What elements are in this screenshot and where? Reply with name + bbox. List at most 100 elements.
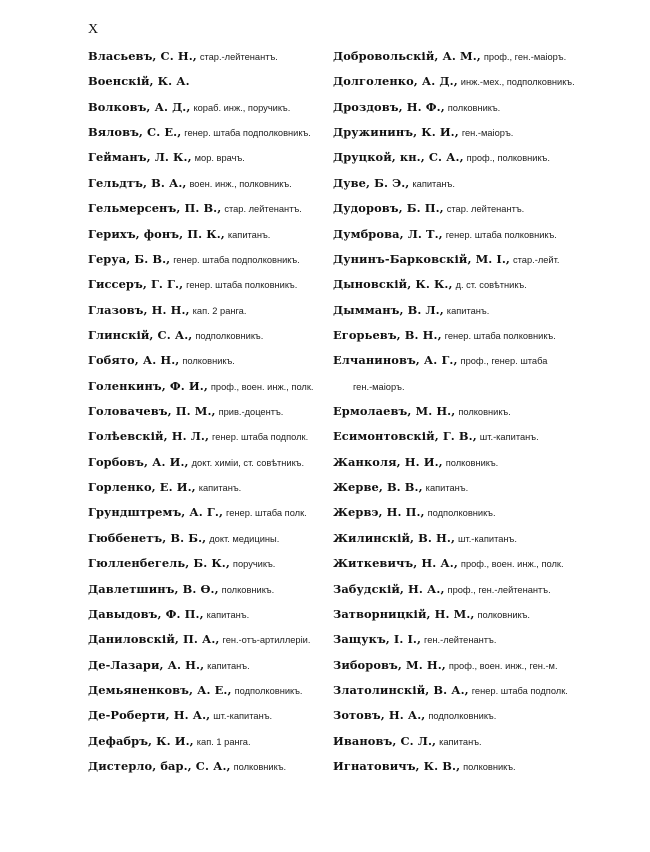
entry-rank: капитанъ. — [439, 736, 482, 747]
page-number: X — [88, 22, 99, 37]
list-entry: Власьевъ, С. Н., стар.-лейтенантъ. — [88, 47, 278, 65]
entry-rank: полковникъ. — [221, 584, 275, 595]
entry-rank: проф., воен. инж., полк. — [460, 559, 564, 570]
entry-name: Гюббенетъ, В. Б., — [88, 530, 207, 545]
entry-rank: воен. инж., полковникъ. — [189, 178, 292, 189]
entry-rank: шт.-капитанъ. — [479, 432, 539, 443]
entry-name: Жилинскій, В. Н., — [333, 530, 456, 545]
list-entry: Грундштремъ, А. Г., генер. штаба полк. — [88, 503, 307, 521]
list-entry: Дружининъ, К. И., ген.-маіоръ. — [333, 123, 513, 141]
list-entry: Жервэ, Н. П., подполковникъ. — [333, 503, 496, 521]
list-entry: Жанколя, Н. И., полковникъ. — [333, 453, 498, 471]
entry-rank: генер. штаба полковникъ. — [444, 330, 556, 341]
entry-name: Волковъ, А. Д., — [88, 99, 191, 114]
list-entry: Даниловскій, П. А., ген.-отъ-артиллеріи. — [88, 630, 310, 648]
list-entry: Добровольскій, А. М., проф., ген.-маіоръ. — [333, 47, 566, 65]
list-entry: Дуве, Б. Э., капитанъ. — [333, 174, 455, 192]
entry-name: Гобято, А. Н., — [88, 353, 180, 368]
list-entry: Защукъ, І. І., ген.-лейтенантъ. — [333, 630, 496, 648]
entry-rank: капитанъ. — [227, 229, 271, 240]
entry-name: Глазовъ, Н. Н., — [88, 302, 190, 317]
entry-name: Голенкинъ, Ф. И., — [88, 378, 208, 393]
entry-rank: мор. врачъ. — [194, 153, 245, 164]
entry-name: Дроздовъ, Н. Ф., — [333, 99, 445, 114]
entry-rank: полковникъ. — [458, 407, 511, 418]
list-entry: Гиссеръ, Г. Г., генер. штаба полковникъ. — [88, 275, 297, 293]
entry-rank: генер. штаба полковникъ. — [186, 280, 298, 291]
entry-rank: д. ст. совѣтникъ. — [455, 280, 527, 291]
list-entry: Ермолаевъ, М. Н., полковникъ. — [333, 402, 511, 420]
entry-name: Горбовъ, А. И., — [88, 454, 189, 469]
list-entry: Де-Роберти, Н. А., шт.-капитанъ. — [88, 706, 272, 724]
entry-rank: подполковникъ. — [428, 711, 497, 722]
entry-name: Игнатовичъ, К. В., — [333, 759, 461, 774]
entry-name: Защукъ, І. І., — [333, 632, 422, 647]
entry-name: Егорьевъ, В. Н., — [333, 327, 442, 342]
entry-rank: генер. штаба подполковникъ. — [184, 128, 311, 139]
list-entry: Дымманъ, В. Л., капитанъ. — [333, 301, 489, 319]
entry-rank: капитанъ. — [446, 305, 490, 316]
entry-name: Дефабръ, К. И., — [88, 733, 194, 748]
entry-name: Добровольскій, А. М., — [333, 49, 481, 63]
entry-name: Гюлленбегель, Б. К., — [88, 556, 230, 571]
entry-name: Забудскій, Н. А., — [333, 581, 445, 596]
entry-name: Глинскій, С. А., — [88, 327, 193, 342]
list-entry: Забудскій, Н. А., проф., ген.-лейтенантъ. — [333, 580, 551, 598]
list-entry: Глинскій, С. А., подполковникъ. — [88, 326, 263, 344]
entry-name: Де-Роберти, Н. А., — [88, 708, 211, 723]
entry-rank: инж.-мех., подполковникъ. — [460, 77, 575, 88]
list-entry: Горленко, Е. И., капитанъ. — [88, 478, 241, 496]
list-entry: Есимонтовскій, Г. В., шт.-капитанъ. — [333, 427, 539, 445]
entry-rank: подполковникъ. — [427, 508, 496, 519]
list-entry: Игнатовичъ, К. В., полковникъ. — [333, 757, 516, 775]
entry-name: Жанколя, Н. И., — [333, 454, 443, 469]
list-entry: Давлетшинъ, В. Ѳ., полковникъ. — [88, 580, 274, 598]
entry-rank: кораб. инж., поручикъ. — [193, 102, 291, 113]
entry-name: Головачевъ, П. М., — [88, 404, 216, 419]
list-entry: Давыдовъ, Ф. П., капитанъ. — [88, 605, 249, 623]
entry-rank: полковникъ. — [463, 762, 516, 773]
entry-name: Дыновскій, К. К., — [333, 277, 453, 292]
list-entry: Думброва, Л. Т., генер. штаба полковникъ. — [333, 225, 557, 243]
list-entry: Гейманъ, Л. К., мор. врачъ. — [88, 148, 245, 166]
entry-rank: проф., полковникъ. — [466, 153, 550, 164]
entry-rank: докт. медицины. — [209, 533, 280, 544]
entry-rank: ген.-маіоръ. — [461, 128, 514, 139]
entry-name: Жервэ, Н. П., — [333, 505, 425, 520]
entry-rank: проф., воен. инж., полк. — [210, 381, 314, 392]
entry-name: Ермолаевъ, М. Н., — [333, 404, 456, 419]
entry-name: Ивановъ, С. Л., — [333, 733, 437, 748]
entry-name: Герихъ, фонъ, П. К., — [88, 226, 225, 241]
list-entry: Гюббенетъ, В. Б., докт. медицины. — [88, 529, 279, 547]
entry-name: Дистерло, бар., С. А., — [88, 759, 231, 774]
entry-rank: ген.-лейтенантъ. — [424, 635, 497, 646]
entry-name: Вяловъ, С. Е., — [88, 125, 182, 140]
entry-name: Гельмерсенъ, П. В., — [88, 201, 222, 216]
entry-name: Зотовъ, Н. А., — [333, 708, 426, 723]
entry-rank: стар.-лейт. — [513, 254, 560, 265]
entry-rank: капитанъ. — [412, 178, 455, 189]
entry-name: Гельдтъ, В. А., — [88, 175, 187, 190]
list-entry: Дунинъ-Барковскій, М. І., стар.-лейт. — [333, 250, 559, 268]
list-entry: ген.-маіоръ. — [353, 377, 405, 395]
list-entry: Волковъ, А. Д., кораб. инж., поручикъ. — [88, 98, 290, 116]
entry-rank: капитанъ. — [425, 483, 469, 494]
list-entry: Дудоровъ, Б. П., стар. лейтенантъ. — [333, 199, 524, 217]
entry-name: Златолинскій, В. А., — [333, 683, 469, 697]
list-entry: Златолинскій, В. А., генер. штаба подполк… — [333, 681, 568, 699]
entry-name: Есимонтовскій, Г. В., — [333, 429, 477, 444]
list-entry: Зотовъ, Н. А., подполковникъ. — [333, 706, 496, 724]
entry-name: Грундштремъ, А. Г., — [88, 505, 224, 520]
list-entry: Де-Лазари, А. Н., капитанъ. — [88, 656, 250, 674]
entry-rank: ген.-маіоръ. — [353, 381, 405, 392]
entry-rank: полковникъ. — [182, 356, 235, 367]
entry-rank: подполковникъ. — [195, 330, 264, 341]
list-entry: Жилинскій, В. Н., шт.-капитанъ. — [333, 529, 517, 547]
list-entry: Гельмерсенъ, П. В., стар. лейтенантъ. — [88, 199, 302, 217]
entry-rank: кап. 2 ранга. — [192, 305, 247, 316]
list-entry: Зиборовъ, М. Н., проф., воен. инж., ген.-… — [333, 656, 558, 674]
entry-name: Гиссеръ, Г. Г., — [88, 277, 184, 292]
list-entry: Гельдтъ, В. А., воен. инж., полковникъ. — [88, 174, 292, 192]
entry-rank: проф., генер. штаба — [460, 356, 548, 367]
entry-rank: генер. штаба подполк. — [212, 432, 309, 443]
